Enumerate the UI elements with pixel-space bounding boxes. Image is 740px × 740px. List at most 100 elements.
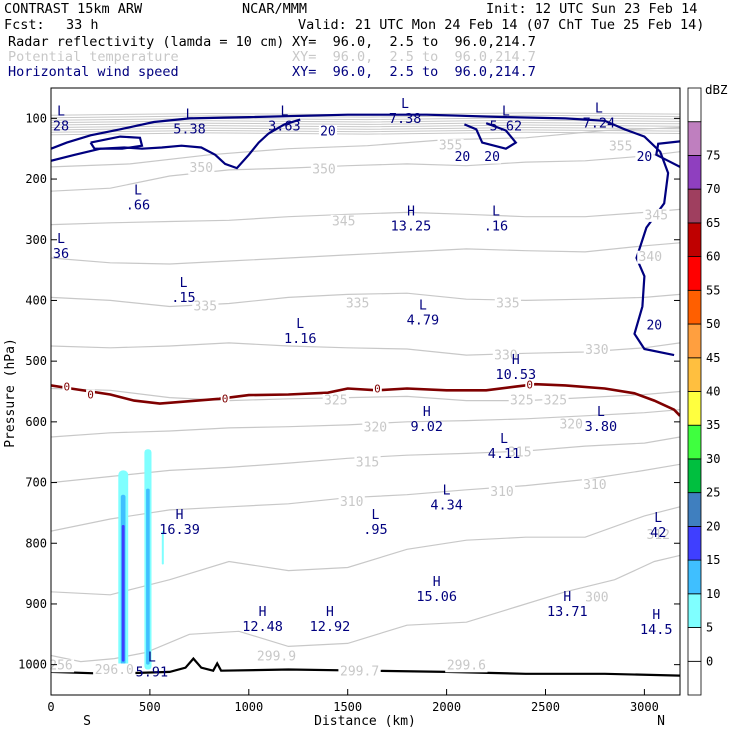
theta-line-upper — [51, 124, 680, 128]
y-tick-label: 400 — [25, 293, 47, 307]
theta-label-bg — [494, 296, 521, 310]
wind-20-contour — [463, 122, 518, 150]
wind-extremum-value: .15 — [171, 290, 195, 306]
field-theta-name: Potential temperature — [8, 49, 179, 65]
theta-label: 299.9 — [257, 650, 296, 665]
x-tick-label: 0 — [47, 700, 54, 714]
wind-extremum-value: 3.63 — [268, 118, 301, 134]
wind-contour-label-bg — [635, 150, 654, 164]
colorbar-band — [687, 492, 702, 527]
wind-extremum-kind: L — [57, 232, 65, 247]
x-axis: 0 500 1000 1500 2000 2500 3000 — [47, 689, 659, 714]
wind-extremum-kind: L — [502, 104, 510, 119]
colorbar-band — [687, 323, 702, 359]
wind-extremum-kind: H — [652, 608, 660, 623]
wind-extremum-kind: L — [443, 484, 451, 499]
echo-cell-1-core — [121, 525, 125, 662]
theta-label-bg — [362, 421, 389, 435]
colorbar-band — [687, 87, 702, 123]
wind-contour-label: 20 — [646, 319, 662, 334]
wind-extremum-value: 28 — [53, 118, 69, 134]
colorbar-tick-label: 55 — [706, 283, 720, 297]
theta-label-bg — [558, 418, 585, 432]
wind-contour-label-bg — [483, 150, 502, 164]
theta-line-upper — [51, 122, 680, 126]
theta-label: 350 — [312, 163, 335, 178]
wind-extremum-value: .16 — [484, 219, 508, 235]
center-name: NCAR/MMM — [242, 1, 308, 17]
wind-contour-label: 20 — [455, 150, 471, 165]
colorbar-tick-label: 70 — [706, 182, 720, 196]
theta-label: 310 — [490, 485, 513, 500]
wind-extremum-value: 13.25 — [391, 219, 432, 235]
theta-label: 340 — [639, 250, 662, 265]
freezing-level-label-bg — [373, 383, 382, 395]
colorbar-band — [687, 222, 702, 257]
theta-label: 320 — [364, 421, 387, 436]
wind-extremum-kind: L — [148, 651, 156, 666]
terrain-line — [51, 656, 680, 677]
wind-extremum-value: 4.79 — [407, 313, 440, 329]
wind-extremum-value: .95 — [363, 522, 387, 538]
colorbar-tick-label: 35 — [706, 418, 720, 432]
theta-line-upper — [51, 131, 680, 136]
freezing-level-label: 0 — [526, 379, 533, 392]
wind-extremum-kind: L — [371, 508, 379, 523]
x-axis-label: Distance (km) — [314, 714, 416, 729]
reflectivity-echoes — [118, 449, 164, 670]
field-reflectivity-name: Radar reflectivity (lamda = 10 cm) — [8, 34, 285, 50]
wind-extremum-kind: H — [512, 353, 520, 368]
theta-label: 355 — [439, 139, 462, 154]
colorbar-band — [687, 391, 702, 426]
wind-extremum-kind: H — [563, 590, 571, 605]
freezing-level-label-bg — [86, 389, 95, 401]
theta-label-bg — [607, 140, 634, 154]
colorbar-tick-label: 15 — [706, 553, 720, 567]
colorbar-band — [687, 289, 702, 325]
theta-label-bg — [192, 299, 219, 313]
wind-extremum-kind: L — [401, 97, 409, 112]
wind-extremum-value: 7.24 — [583, 115, 616, 131]
field-reflectivity-xy: XY= 96.0, 2.5 to 96.0,214.7 — [292, 34, 536, 50]
colorbar-unit: dBZ — [705, 82, 728, 97]
colorbar-band — [687, 458, 702, 493]
theta-label-bg — [437, 139, 464, 153]
theta-label: 300 — [585, 591, 608, 606]
theta-label: 350 — [190, 161, 213, 176]
theta-label: 345 — [645, 208, 668, 223]
theta-label: 335 — [496, 296, 519, 311]
colorbar-tick-label: 40 — [706, 385, 720, 399]
wind-extremum-value: 9.02 — [411, 419, 444, 435]
wind-extremum-kind: L — [595, 101, 603, 116]
freezing-level-label: 0 — [374, 382, 381, 395]
theta-label-bg — [354, 455, 381, 469]
theta-label-bg — [47, 659, 75, 673]
wind-extremum-kind: L — [500, 432, 508, 447]
wind-extremum-kind: H — [176, 508, 184, 523]
theta-line-upper — [51, 129, 680, 133]
plot-frame — [50, 87, 681, 696]
wind-extremum-kind: L — [597, 405, 605, 420]
theta-label-bg — [344, 296, 371, 310]
colorbar-band — [687, 593, 702, 628]
wind-extremum-kind: L — [280, 104, 288, 119]
y-tick-label: 300 — [25, 233, 47, 247]
wind-contour-label: 20 — [320, 125, 336, 140]
theta-label: 330 — [585, 343, 608, 358]
colorbar-tick-label: 30 — [706, 452, 720, 466]
theta-line-340 — [51, 242, 680, 265]
colorbar-band — [687, 256, 702, 291]
field-wind-xy: XY= 96.0, 2.5 to 96.0,214.7 — [292, 64, 536, 80]
theta-label: 325 — [324, 393, 347, 408]
theta-label-bg — [322, 394, 349, 407]
theta-label-bg — [645, 528, 672, 542]
theta-line-310 — [51, 463, 680, 532]
theta-label-bg — [637, 250, 664, 264]
freezing-level-label-bg — [220, 393, 230, 405]
y-tick-label: 500 — [25, 354, 47, 368]
colorbar-band — [687, 357, 702, 392]
valid-time: Valid: 21 UTC Mon 24 Feb 14 (07 ChT Tue … — [298, 17, 705, 33]
theta-label-bg — [188, 161, 215, 175]
